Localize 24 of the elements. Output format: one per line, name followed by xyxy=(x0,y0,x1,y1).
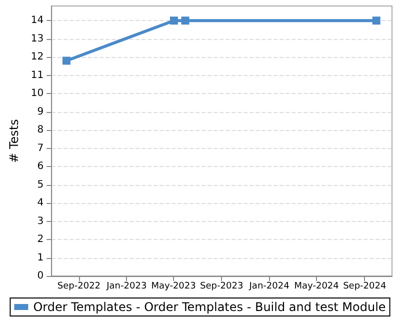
x-tick-label: Sep-2022 xyxy=(57,282,101,292)
y-tick-label: 3 xyxy=(37,216,44,227)
x-tick-label: Jan-2023 xyxy=(106,282,147,292)
x-tick-label: May-2023 xyxy=(151,282,196,292)
x-tick-label: Sep-2024 xyxy=(343,282,386,292)
y-tick-label: 9 xyxy=(37,106,44,118)
y-tick-label: 10 xyxy=(30,88,44,100)
y-tick-label: 2 xyxy=(37,234,44,246)
y-tick-label: 4 xyxy=(37,198,44,209)
x-tick-label: Sep-2023 xyxy=(200,282,244,292)
x-tick-label: May-2024 xyxy=(294,282,340,292)
y-tick-label: 6 xyxy=(37,161,44,172)
y-tick-label: 14 xyxy=(30,15,44,26)
y-tick-label: 8 xyxy=(37,124,44,136)
y-tick-label: 0 xyxy=(37,270,44,282)
x-tick-label: Jan-2024 xyxy=(248,282,290,292)
y-tick-label: 5 xyxy=(37,179,44,190)
y-tick-label: 1 xyxy=(37,252,44,264)
y-axis-title: # Tests xyxy=(7,119,21,163)
y-tick-label: 12 xyxy=(30,52,44,63)
y-tick-label: 7 xyxy=(37,142,44,154)
y-tick-label: 13 xyxy=(30,33,44,44)
y-tick-label: 11 xyxy=(30,70,44,81)
legend-label: Order Templates - Order Templates - Build and test Module xyxy=(33,300,386,314)
